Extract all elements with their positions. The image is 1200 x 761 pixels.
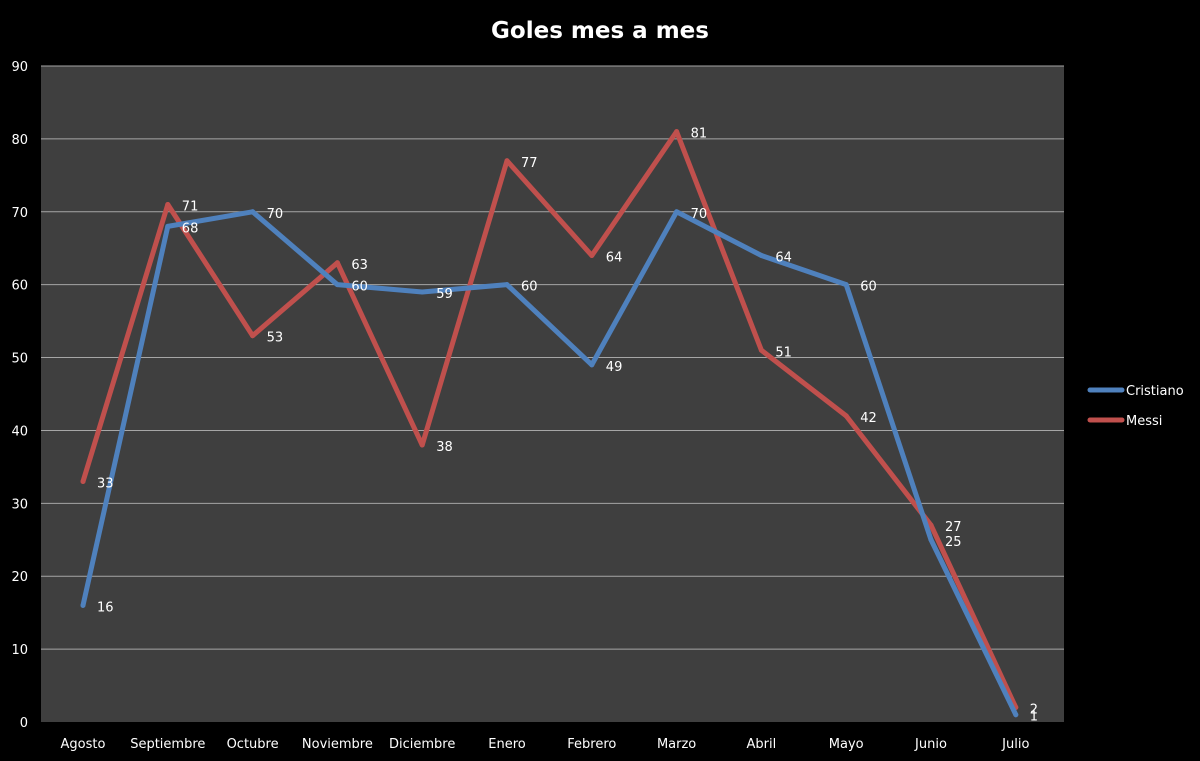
x-tick-label: Junio <box>914 737 947 752</box>
data-label-cristiano: 60 <box>860 280 877 295</box>
y-tick-label: 40 <box>11 424 28 439</box>
x-tick-label: Mayo <box>829 737 864 752</box>
y-tick-label: 10 <box>11 643 28 658</box>
data-label-cristiano: 59 <box>436 287 453 302</box>
data-label-cristiano: 25 <box>945 535 962 550</box>
legend: Cristiano Messi <box>1087 384 1184 429</box>
x-tick-label: Octubre <box>227 737 279 752</box>
data-point-cristiano <box>334 282 340 288</box>
data-label-messi: 27 <box>945 520 962 535</box>
data-point-messi <box>250 333 256 339</box>
data-point-cristiano <box>674 209 680 215</box>
y-tick-label: 30 <box>11 497 28 512</box>
plot-area <box>41 66 1064 722</box>
data-label-cristiano: 60 <box>351 280 368 295</box>
x-tick-label: Septiembre <box>130 737 205 752</box>
x-tick-label: Enero <box>488 737 526 752</box>
data-label-cristiano: 70 <box>267 207 284 222</box>
chart-title: Goles mes a mes <box>491 18 709 44</box>
data-point-messi <box>165 201 171 207</box>
legend-label-cristiano: Cristiano <box>1126 384 1184 399</box>
data-label-cristiano: 70 <box>691 207 708 222</box>
data-label-cristiano: 60 <box>521 280 538 295</box>
data-point-messi <box>504 158 510 164</box>
y-axis-tick-labels: 0 10 20 30 40 50 60 70 80 90 <box>11 60 28 731</box>
data-label-messi: 71 <box>182 199 199 214</box>
data-point-cristiano <box>843 282 849 288</box>
legend-label-messi: Messi <box>1126 414 1162 429</box>
y-tick-label: 60 <box>11 279 28 294</box>
data-label-messi: 38 <box>436 440 453 455</box>
data-label-messi: 33 <box>97 476 114 491</box>
data-point-cristiano <box>928 537 934 543</box>
data-point-cristiano <box>419 289 425 295</box>
data-label-cristiano: 1 <box>1030 710 1038 725</box>
data-label-cristiano: 68 <box>182 221 199 236</box>
data-point-messi <box>589 253 595 259</box>
data-label-messi: 64 <box>606 251 623 266</box>
data-label-messi: 53 <box>267 331 284 346</box>
data-point-cristiano <box>589 362 595 368</box>
data-point-cristiano <box>165 223 171 229</box>
series-line-cristiano <box>80 209 1019 718</box>
x-tick-label: Marzo <box>657 737 696 752</box>
data-point-messi <box>334 260 340 266</box>
data-point-cristiano <box>250 209 256 215</box>
data-label-messi: 77 <box>521 156 538 171</box>
data-point-messi <box>419 442 425 448</box>
y-tick-label: 0 <box>20 716 28 731</box>
data-labels: 16 68 70 60 59 60 49 70 64 60 25 1 33 71 53 63 38 77 64 81 5… <box>97 127 1038 725</box>
x-tick-label: Julio <box>1001 737 1029 752</box>
data-point-cristiano <box>504 282 510 288</box>
x-tick-label: Agosto <box>61 737 106 752</box>
gridlines <box>41 65 1064 650</box>
series-lines <box>80 129 1019 718</box>
data-label-messi: 2 <box>1030 702 1038 717</box>
data-label-messi: 81 <box>691 127 708 142</box>
x-tick-label: Abril <box>747 737 777 752</box>
y-tick-label: 20 <box>11 570 28 585</box>
y-tick-label: 50 <box>11 352 28 367</box>
data-label-cristiano: 49 <box>606 360 623 375</box>
data-label-messi: 63 <box>351 258 368 273</box>
x-tick-label: Noviembre <box>302 737 373 752</box>
data-point-messi <box>80 478 86 484</box>
data-label-messi: 42 <box>860 411 877 426</box>
data-point-cristiano <box>1013 712 1019 718</box>
data-point-messi <box>758 347 764 353</box>
series-line-messi <box>80 129 1019 710</box>
data-label-cristiano: 16 <box>97 600 114 615</box>
y-tick-label: 70 <box>11 206 28 221</box>
data-label-messi: 51 <box>775 345 792 360</box>
data-label-cristiano: 64 <box>775 251 792 266</box>
data-point-cristiano <box>758 253 764 259</box>
x-tick-label: Diciembre <box>389 737 455 752</box>
y-tick-label: 90 <box>11 60 28 75</box>
x-axis-tick-labels: Agosto Septiembre Octubre Noviembre Diciembr… <box>61 737 1030 752</box>
data-point-messi <box>843 413 849 419</box>
x-tick-label: Febrero <box>567 737 616 752</box>
data-point-messi <box>928 522 934 528</box>
data-point-cristiano <box>80 602 86 608</box>
data-point-messi <box>674 129 680 135</box>
y-tick-label: 80 <box>11 133 28 148</box>
